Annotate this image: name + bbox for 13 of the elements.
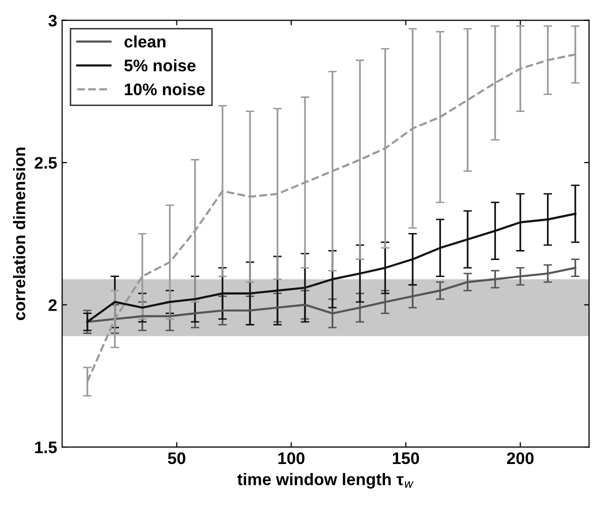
x-tick-label: 50	[168, 452, 186, 464]
y-tick-label: 2.5	[34, 156, 57, 169]
x-tick-label: 150	[392, 452, 419, 464]
y-tick-label: 1.5	[35, 442, 57, 454]
legend-label: 10% noise	[124, 83, 205, 96]
x-axis-title: time window length τ$_{w}$	[237, 472, 414, 489]
y-tick-label: 2	[48, 299, 57, 311]
y-tick-label: 3	[48, 14, 57, 27]
y-axis-title: correlation dimension	[13, 148, 26, 320]
x-tick-label: 100	[278, 452, 304, 464]
legend-label: clean	[124, 35, 166, 48]
legend-label: 5% noise	[124, 59, 196, 72]
x-tick-label: 200	[506, 452, 534, 464]
